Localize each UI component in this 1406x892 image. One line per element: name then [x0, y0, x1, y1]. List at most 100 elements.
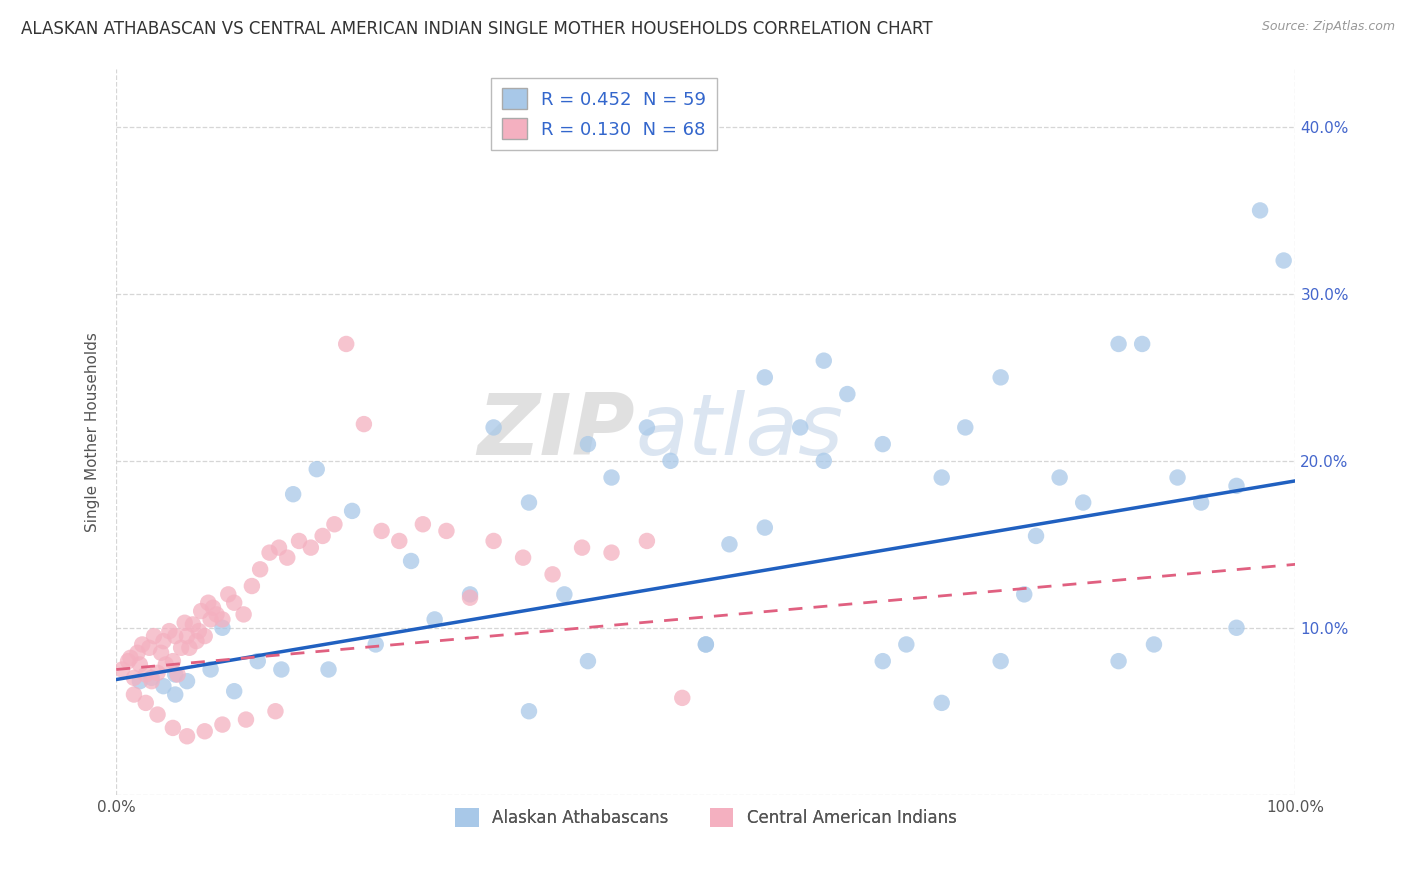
Point [146, 665, 169, 680]
Point [541, 567, 564, 582]
Point [197, 596, 219, 610]
Point [270, 663, 292, 677]
Text: Source: ZipAtlas.com: Source: ZipAtlas.com [1261, 20, 1395, 33]
Point [370, 524, 392, 538]
Point [695, 637, 717, 651]
Point [128, 657, 150, 672]
Point [240, 579, 263, 593]
Point [122, 688, 145, 702]
Point [1071, 495, 1094, 509]
Point [399, 554, 422, 568]
Point [1130, 337, 1153, 351]
Point [176, 729, 198, 743]
Point [517, 495, 540, 509]
Point [120, 650, 142, 665]
Point [143, 629, 166, 643]
Point [152, 679, 174, 693]
Point [179, 640, 201, 655]
Point [1143, 637, 1166, 651]
Legend: Alaskan Athabascans, Central American Indians: Alaskan Athabascans, Central American In… [449, 801, 963, 833]
Point [276, 550, 298, 565]
Point [157, 624, 180, 639]
Point [232, 607, 254, 622]
Point [512, 550, 534, 565]
Point [990, 654, 1012, 668]
Point [1049, 470, 1071, 484]
Point [388, 533, 411, 548]
Text: ALASKAN ATHABASCAN VS CENTRAL AMERICAN INDIAN SINGLE MOTHER HOUSEHOLDS CORRELATI: ALASKAN ATHABASCAN VS CENTRAL AMERICAN I… [21, 20, 932, 37]
Point [318, 663, 340, 677]
Point [872, 437, 894, 451]
Point [173, 615, 195, 630]
Point [176, 629, 198, 643]
Point [517, 704, 540, 718]
Point [335, 337, 357, 351]
Point [166, 667, 188, 681]
Point [576, 654, 599, 668]
Point [246, 654, 269, 668]
Point [955, 420, 977, 434]
Point [170, 640, 193, 655]
Point [340, 504, 363, 518]
Point [267, 541, 290, 555]
Point [211, 717, 233, 731]
Point [1225, 479, 1247, 493]
Point [1189, 495, 1212, 509]
Point [211, 621, 233, 635]
Point [671, 690, 693, 705]
Point [1108, 654, 1130, 668]
Point [576, 437, 599, 451]
Point [217, 587, 239, 601]
Point [165, 667, 187, 681]
Text: atlas: atlas [636, 390, 844, 473]
Point [1167, 470, 1189, 484]
Point [754, 520, 776, 534]
Point [1249, 203, 1271, 218]
Point [127, 646, 149, 660]
Point [695, 637, 717, 651]
Point [837, 387, 859, 401]
Point [187, 624, 209, 639]
Point [600, 546, 623, 560]
Point [146, 707, 169, 722]
Point [122, 671, 145, 685]
Point [636, 420, 658, 434]
Point [141, 671, 163, 685]
Point [165, 629, 187, 643]
Point [186, 634, 208, 648]
Point [571, 541, 593, 555]
Point [1108, 337, 1130, 351]
Point [249, 562, 271, 576]
Point [281, 487, 304, 501]
Point [990, 370, 1012, 384]
Point [813, 353, 835, 368]
Point [288, 533, 311, 548]
Point [458, 591, 481, 605]
Point [200, 612, 222, 626]
Point [181, 617, 204, 632]
Point [458, 587, 481, 601]
Point [135, 696, 157, 710]
Point [813, 454, 835, 468]
Point [138, 640, 160, 655]
Point [117, 654, 139, 668]
Point [305, 462, 328, 476]
Point [162, 654, 184, 668]
Point [194, 629, 217, 643]
Point [872, 654, 894, 668]
Point [162, 721, 184, 735]
Point [176, 674, 198, 689]
Point [205, 607, 228, 622]
Text: ZIP: ZIP [478, 390, 636, 473]
Point [659, 454, 682, 468]
Point [259, 546, 281, 560]
Point [553, 587, 575, 601]
Point [1012, 587, 1035, 601]
Point [150, 646, 173, 660]
Point [1025, 529, 1047, 543]
Point [299, 541, 322, 555]
Point [423, 612, 446, 626]
Point [224, 684, 246, 698]
Point [482, 533, 505, 548]
Point [201, 600, 224, 615]
